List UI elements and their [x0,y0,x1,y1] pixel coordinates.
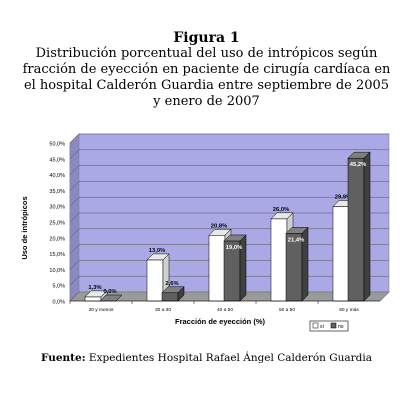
x-tick-label: 40 a 50 [217,307,233,313]
bar-face [84,296,102,302]
bar-data-label: 45,2% [350,162,366,168]
y-tick-label: 20,0% [49,236,65,242]
legend-label: sí [320,324,325,330]
bar-data-label: 20,8% [211,223,227,229]
gridline [69,149,389,159]
x-axis-label: Fracción de eyección (%) [175,317,266,326]
gridline [69,181,389,191]
bar-face [270,218,288,302]
source-text: Expedientes Hospital Rafael Ángel Calder… [88,352,373,364]
gridline [69,165,389,175]
bar [347,151,371,302]
bar-side [363,151,371,302]
bar-data-label: 21,4% [288,237,304,243]
bar [285,226,309,302]
bar [146,253,170,302]
bars: 1,3%0,0% 13,0% 2,6% 20,8% 19,0% 26,0% 21,4% 29,… [84,151,371,302]
bar-side [239,234,247,302]
legend-box [309,320,349,332]
bar-data-label: 29,9% [335,195,351,201]
y-axis: 0,0% 5,0% 10,0% 15,0% 20,0% 25,0% 30,0% 35,0% 40… [49,142,65,306]
bar-face [146,259,164,302]
bar-face [285,233,303,302]
y-tick-label: 0,0% [52,300,65,306]
y-tick-label: 15,0% [49,252,65,258]
bar-data-label: 1,3% [88,285,101,291]
legend-label: no [338,324,344,330]
bar-face [161,292,179,302]
legend: sí no [309,320,349,332]
bar-face [332,206,350,302]
y-tick-label: 35,0% [49,189,65,195]
source-note: Fuente: Expedientes Hospital Rafael Ánge… [0,352,413,364]
y-tick-label: 45,0% [49,157,65,163]
bar-face [208,235,226,302]
x-tick-label: 30 a 30 [155,307,171,313]
gridline [69,133,389,144]
y-tick-label: 25,0% [49,221,65,227]
bar-side [177,286,185,302]
bar-data-label: 13,0% [149,248,165,254]
bar-face [347,157,365,302]
bar-data-label: 26,0% [273,207,289,213]
y-tick-label: 40,0% [49,173,65,179]
figure-title: Distribución porcentual del uso de intró… [22,46,391,109]
legend-swatch [330,322,337,329]
y-tick-label: 10,0% [49,268,65,274]
bar-side [301,226,309,302]
y-tick-label: 5,0% [52,284,65,290]
legend-swatch [312,322,319,329]
bar-data-label: 2,6% [165,281,178,287]
bar-side [115,294,123,302]
figure-label: Figura 1 [173,30,240,46]
bar [223,234,247,302]
y-tick-label: 50,0% [49,142,65,148]
y-axis-label: Uso de intrópicos [20,196,29,259]
x-axis: 20 y menos 30 a 30 40 a 50 50 a 50 60 y más [69,300,380,313]
bar-data-label: 0,0% [103,289,116,295]
x-tick-label: 60 y más [339,307,359,313]
y-tick-label: 30,0% [49,205,65,211]
bar-chart: 0,0% 5,0% 10,0% 15,0% 20,0% 25,0% 30,0% 35,0% 40… [20,133,390,332]
bar-data-label: 19,0% [226,245,242,251]
source-prefix: Fuente: [40,352,86,364]
x-tick-label: 20 y menos [89,307,114,313]
gridline [69,196,389,207]
x-tick-label: 50 a 50 [279,307,295,313]
